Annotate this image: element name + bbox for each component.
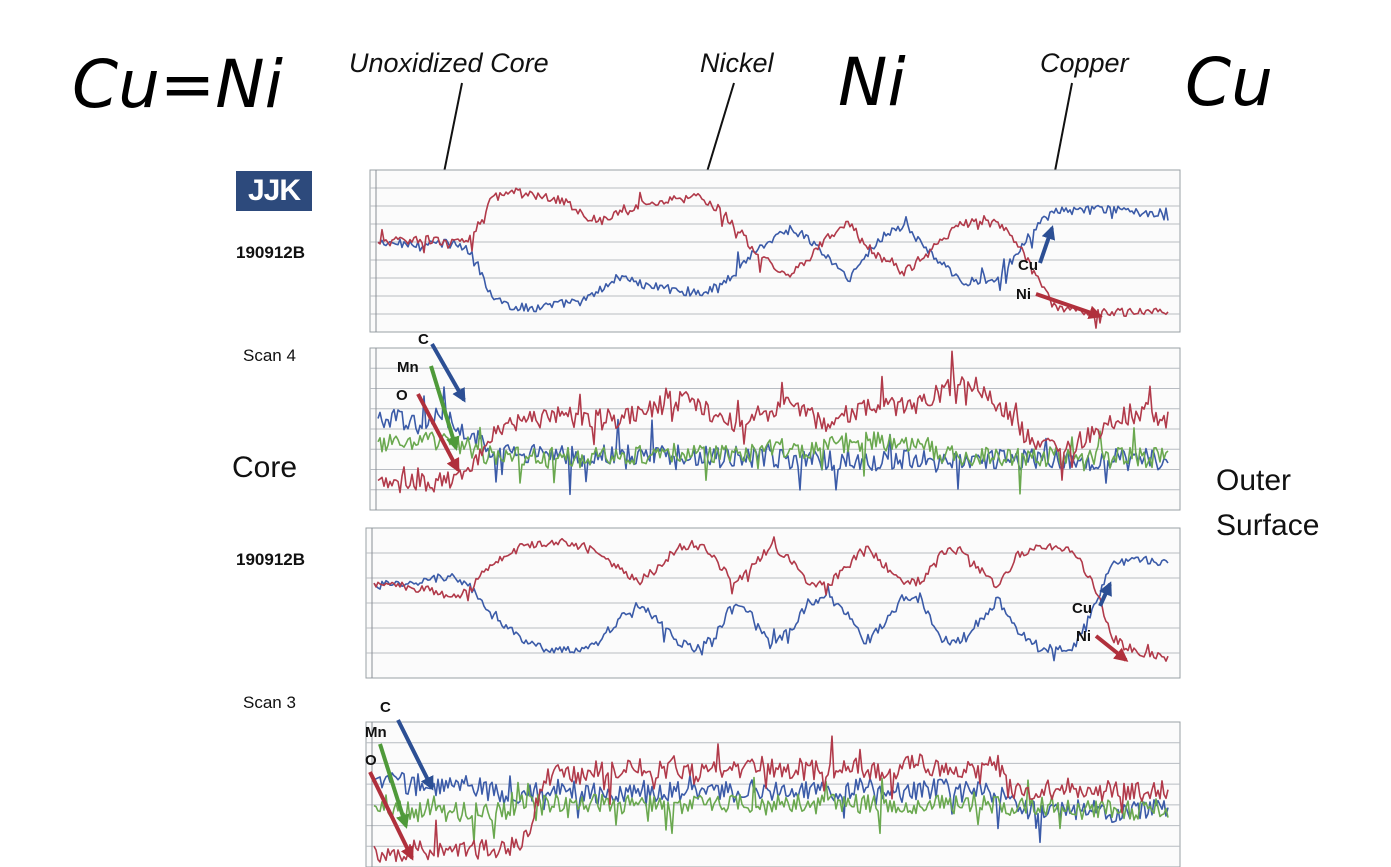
annotation-nickel: Nickel [700,48,774,78]
panel2-arrow-o [416,393,460,473]
surface-label: Surface [1216,509,1320,542]
panel3-arrow-cu [1098,581,1112,607]
panel4-arrow-o [368,771,414,861]
title-ni: Ni [838,44,906,121]
panel4-label-o: O [365,752,377,769]
series-line-cu-panel-1 [377,204,1169,313]
sample-label-scan4: 190912B [236,243,306,262]
panel2-arrow-c [430,343,466,403]
outer-label: Outer [1216,464,1292,497]
panel3-label-cu: Cu [1072,600,1092,617]
panel2-arrow-mn [429,365,460,451]
panel3-label-ni: Ni [1076,628,1091,645]
title-cu-ni: Cu=Ni [72,46,283,123]
series-line-cu-panel-3 [373,555,1169,662]
series-line-ni-panel-3 [373,536,1169,662]
panel1-label-cu: Cu [1018,257,1038,274]
series-line-mn-panel-2 [377,426,1169,495]
panel1-arrow-cu [1038,225,1056,264]
series-line-c-panel-4 [373,771,1169,844]
series-line-mn-panel-4 [373,776,1169,844]
annotation-unoxidized-core: Unoxidized Core [349,48,549,78]
panel2-label-c: C [418,331,429,348]
panel4-label-mn: Mn [365,724,387,741]
scan-label-4: Scan 4 [243,346,296,365]
series-line-c-panel-2 [377,386,1169,496]
panel4-label-c: C [380,699,391,716]
panel2-label-mn: Mn [397,359,419,376]
panel1-label-ni: Ni [1016,286,1031,303]
series-line-o-panel-2 [377,350,1169,494]
series-line-ni-panel-1 [377,187,1169,329]
annotation-copper: Copper [1040,48,1129,78]
panel4-arrow-c [396,719,434,791]
scan-label-3: Scan 3 [243,693,296,712]
panel2-label-o: O [396,387,408,404]
series-line-o-panel-4 [373,735,1169,863]
jjk-logo: JJK [236,171,312,211]
core-label: Core [232,451,298,484]
title-cu: Cu [1185,44,1273,121]
sample-label-scan3: 190912B [236,550,306,569]
panel4-arrow-mn [378,743,410,829]
panel1-arrow-ni [1035,292,1103,320]
panel3-arrow-ni [1094,634,1129,662]
